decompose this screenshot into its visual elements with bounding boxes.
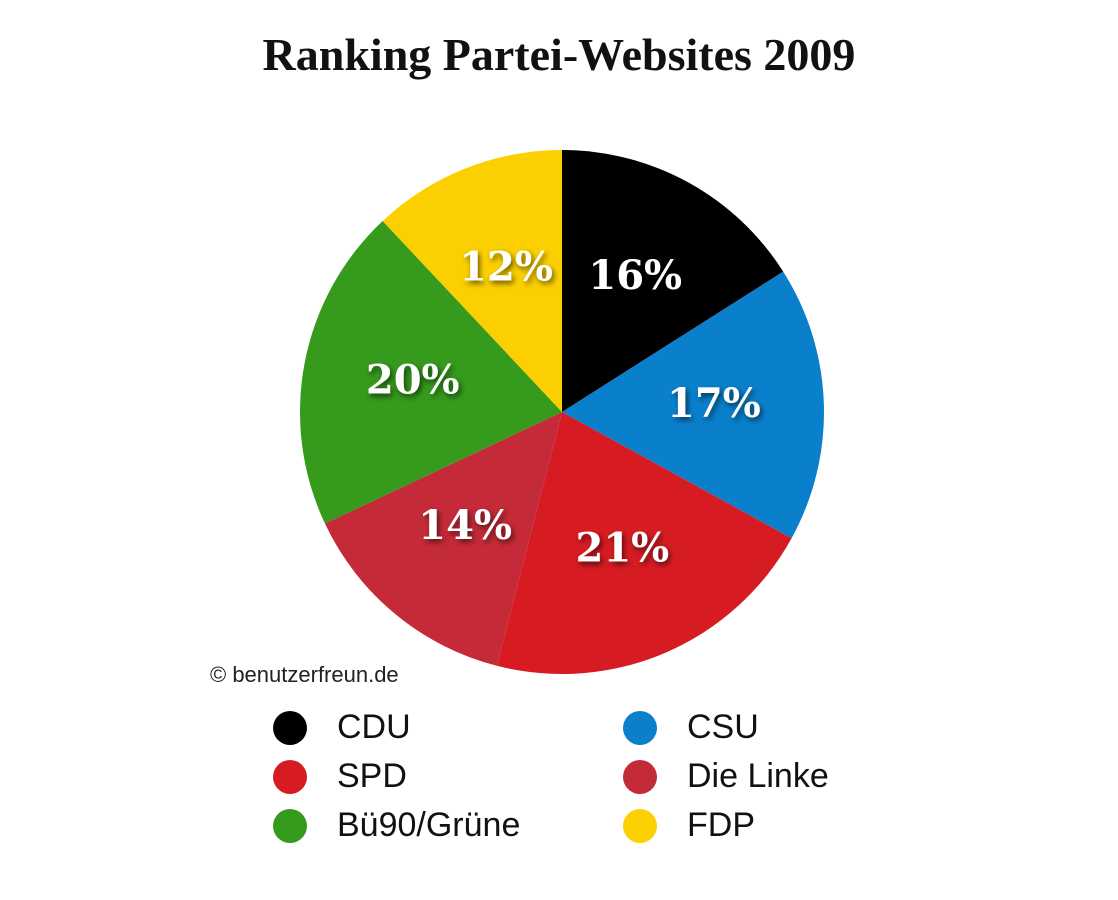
legend-swatch [623, 808, 657, 843]
legend-label: Die Linke [687, 757, 829, 795]
legend-label: CDU [337, 708, 411, 746]
legend-item: CSU [623, 708, 759, 747]
legend-item: FDP [623, 806, 755, 845]
legend-swatch [273, 710, 307, 745]
legend-label: Bü90/Grüne [337, 806, 521, 844]
pie-slice-spd [496, 412, 792, 674]
copyright-credit: © benutzerfreun.de [210, 662, 399, 687]
chart-title: Ranking Partei-Websites 2009 [262, 29, 856, 80]
legend-swatch [273, 808, 307, 843]
legend-label: CSU [687, 708, 759, 746]
legend-item: Die Linke [623, 757, 829, 796]
legend-item: SPD [273, 757, 407, 796]
legend-swatch [273, 759, 307, 794]
legend-swatch [623, 710, 657, 745]
legend-item: CDU [273, 708, 411, 747]
pie-slice-csu [562, 271, 824, 539]
pie-slice-die-linke [324, 412, 562, 666]
legend-label: FDP [687, 806, 755, 844]
legend-label: SPD [337, 757, 407, 795]
slice-label: 20% [366, 357, 460, 404]
slice-label: 12% [459, 244, 553, 291]
slice-label: 21% [576, 524, 670, 571]
pie-slice-cdu [562, 150, 784, 412]
pie-slice-fdp [382, 150, 562, 412]
pie-slice-bü90-grüne [300, 221, 562, 524]
legend-swatch [623, 759, 657, 794]
slice-label: 17% [667, 380, 761, 427]
slice-label: 16% [588, 252, 682, 299]
legend-item: Bü90/Grüne [273, 806, 520, 845]
slice-label: 14% [418, 502, 512, 549]
